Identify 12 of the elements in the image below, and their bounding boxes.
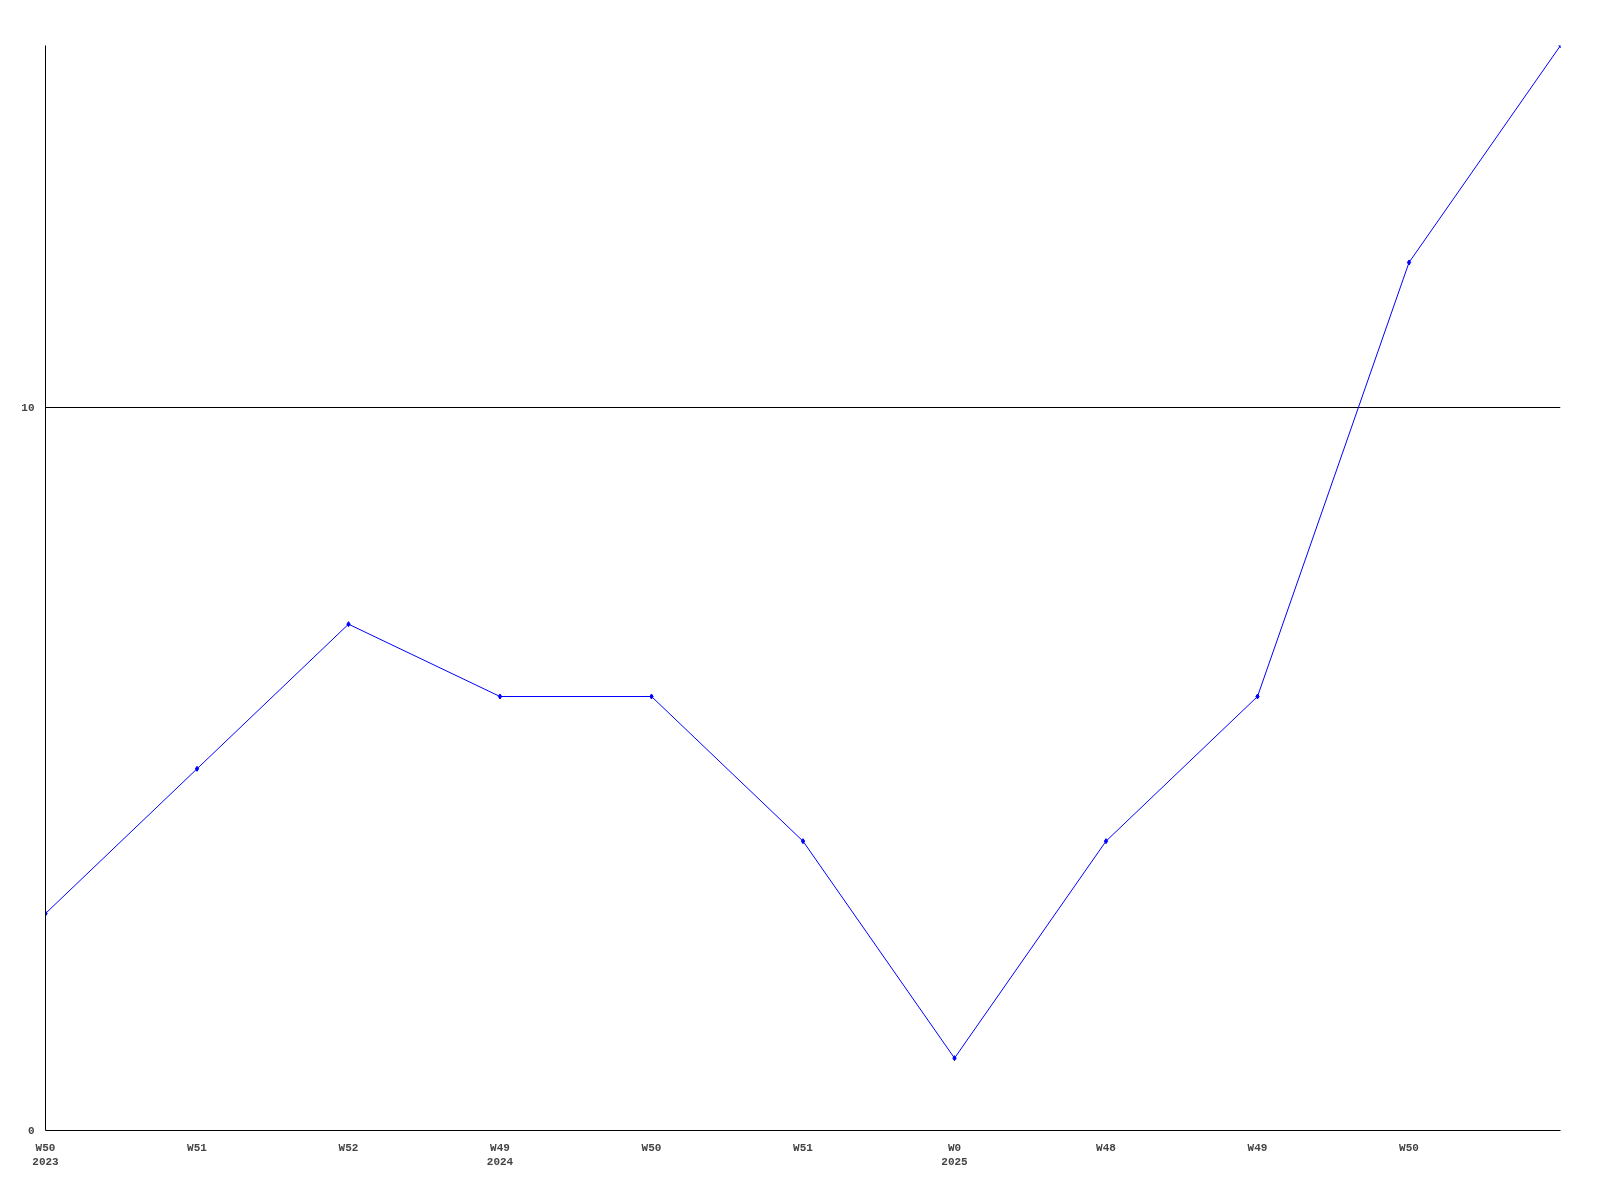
y-tick-label: 10 [21, 401, 35, 414]
x-tick-label: W51 [793, 1141, 814, 1154]
x-tick-label: W49 [1247, 1141, 1268, 1154]
x-tick-label: W49 2024 [486, 1141, 514, 1168]
x-tick-label: W48 [1096, 1141, 1117, 1154]
x-tick-label: W50 [641, 1141, 662, 1154]
x-tick-label: W52 [338, 1141, 359, 1154]
x-tick-label: W50 [1399, 1141, 1419, 1154]
y-tick-label: 0 [27, 1125, 35, 1137]
x-tick-label: W0 2025 [941, 1141, 969, 1168]
x-tick-label: W50 2023 [32, 1141, 60, 1168]
x-tick-label: W51 [187, 1141, 208, 1154]
